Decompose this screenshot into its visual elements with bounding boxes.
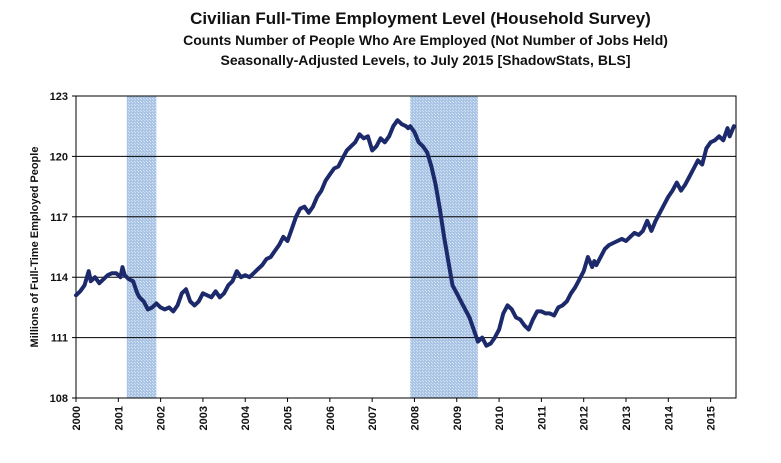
y-axis-label: Millions of Full-Time Employed People: [29, 147, 41, 348]
y-tick-label-114: 114: [50, 272, 69, 284]
y-tick-label-117: 117: [50, 212, 68, 224]
x-tick-label-2012: 2012: [579, 406, 591, 430]
x-tick-label-2001: 2001: [113, 406, 125, 430]
x-tick-label-2002: 2002: [156, 406, 168, 430]
x-tick-label-2008: 2008: [409, 406, 421, 430]
chart-title: Civilian Full-Time Employment Level (Hou…: [190, 9, 651, 28]
y-tick-label-111: 111: [51, 333, 68, 345]
series-line-1: [74, 118, 736, 348]
plot-area-frame: [75, 95, 737, 399]
x-tick-label-2010: 2010: [494, 406, 506, 430]
x-tick-label-2013: 2013: [621, 406, 633, 430]
recession-band-1: [126, 96, 157, 398]
y-tick-label-123: 123: [50, 91, 68, 103]
y-tick-label-120: 120: [50, 151, 68, 163]
y-tick-label-108: 108: [50, 393, 68, 405]
chart-subtitle-1: Counts Number of People Who Are Employed…: [183, 32, 668, 48]
x-tick-label-2009: 2009: [452, 406, 464, 430]
x-tick-label-2014: 2014: [663, 405, 675, 430]
x-tick-label-2015: 2015: [706, 406, 718, 430]
x-tick-label-2006: 2006: [325, 406, 337, 430]
x-tick-label-2007: 2007: [367, 406, 379, 430]
x-tick-label-2000: 2000: [71, 406, 83, 430]
x-tick-label-2003: 2003: [198, 406, 210, 430]
chart-subtitle-2: Seasonally-Adjusted Levels, to July 2015…: [220, 52, 631, 68]
x-tick-label-2004: 2004: [240, 405, 252, 430]
x-tick-label-2005: 2005: [283, 406, 295, 430]
x-tick-label-2011: 2011: [536, 406, 548, 430]
